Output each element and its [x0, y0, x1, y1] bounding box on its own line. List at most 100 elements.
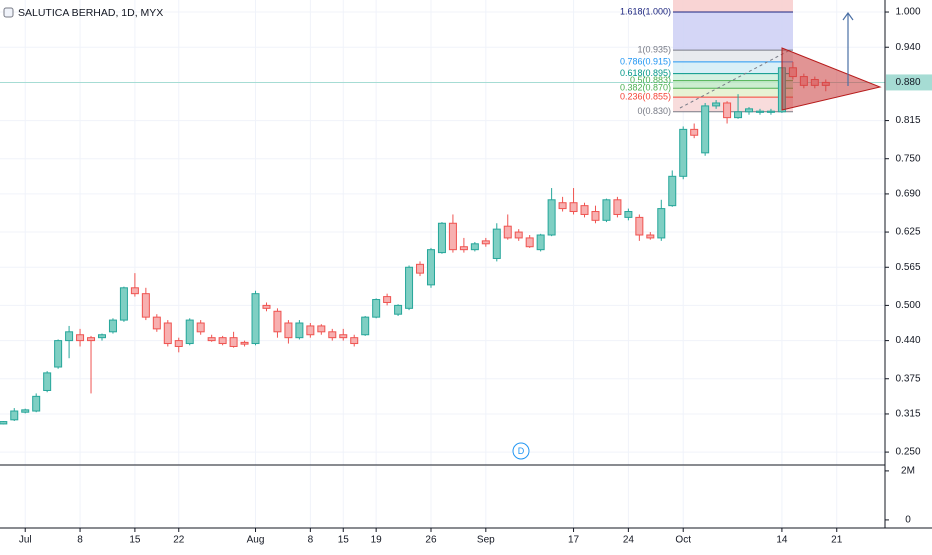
volume-tick-label: 0 [905, 515, 911, 526]
candle-body [679, 128, 688, 177]
x-tick-label: Aug [247, 535, 265, 546]
fib-band [673, 50, 793, 62]
candle-body [32, 395, 41, 412]
candle-body [174, 340, 183, 347]
candle-body [130, 287, 139, 295]
volume-tick-label: 2M [901, 466, 915, 477]
candle-body [426, 249, 435, 286]
y-tick-label: 0.750 [895, 153, 920, 164]
candle-body [525, 237, 534, 248]
candle-body [119, 287, 128, 321]
candle-body [580, 205, 589, 215]
candle-body [766, 110, 775, 113]
candle-body [21, 409, 30, 413]
last-price-label: 0.880 [895, 77, 920, 88]
candle-body [87, 337, 96, 342]
candles [0, 50, 830, 425]
candle-body [251, 293, 260, 345]
candle-body [306, 325, 315, 336]
candle-body [755, 110, 764, 113]
triangle-drawing [781, 47, 882, 111]
fib-level-label: 0.786(0.915) [620, 56, 671, 66]
candle-body [745, 108, 754, 113]
y-tick-label: 1.000 [895, 7, 920, 18]
x-tick-label: 15 [129, 535, 141, 546]
fib-level-label: 1.618(1.000) [620, 6, 671, 16]
fib-level-label: 0.382(0.870) [620, 83, 671, 93]
candle-body [492, 228, 501, 259]
y-tick-label: 0.940 [895, 42, 920, 53]
candle-body [646, 234, 655, 239]
candle-body [76, 334, 85, 342]
candle-body [163, 322, 172, 345]
fib-band [673, 97, 793, 112]
y-tick-label: 0.625 [895, 227, 920, 238]
candle-body [240, 341, 249, 345]
y-tick-label: 0.440 [895, 335, 920, 346]
candle-body [712, 102, 721, 107]
y-tick-label: 0.315 [895, 409, 920, 420]
fib-level-label: 0(0.830) [637, 106, 671, 116]
candle-body [405, 266, 414, 309]
candle-body [723, 102, 732, 119]
y-tick-label: 0.815 [895, 115, 920, 126]
x-tick-label: 14 [776, 535, 788, 546]
candle-body [701, 105, 710, 154]
candle-body [613, 199, 622, 215]
axes: 1.000 0.940 0.815 0.750 0.690 0.625 0.565 0.500… [19, 7, 932, 546]
candle-body [141, 293, 150, 318]
candle-body [65, 331, 74, 342]
candle-body [350, 337, 359, 345]
candle-body [317, 325, 326, 333]
candle-body [734, 111, 743, 119]
candle-body [591, 211, 600, 221]
y-tick-label: 0.375 [895, 373, 920, 384]
fib-level-label: 0.5(0.883) [630, 75, 671, 85]
candle-body [624, 211, 633, 218]
x-tick-label: 19 [371, 535, 383, 546]
y-tick-label: 0.565 [895, 262, 920, 273]
fib-level-label: 0.618(0.895) [620, 68, 671, 78]
candle-body [196, 322, 205, 333]
candle-body [657, 208, 666, 239]
candle-body [54, 340, 63, 368]
candle-body [690, 128, 699, 136]
x-tick-label: 17 [568, 535, 580, 546]
candle-body [284, 322, 293, 339]
y-tick-label: 0.690 [895, 189, 920, 200]
candle-body [295, 322, 304, 339]
candle-body [0, 421, 8, 425]
x-tick-label: Oct [675, 535, 691, 546]
candle-body [218, 337, 227, 345]
arrow-head [842, 11, 854, 21]
y-tick-label: 0.500 [895, 300, 920, 311]
candle-body [273, 310, 282, 333]
candle-body [668, 175, 677, 207]
event-marker[interactable] [512, 442, 530, 460]
last-price-box [886, 74, 932, 91]
y-tick-label: 0.250 [895, 447, 920, 458]
x-tick-label: 26 [425, 535, 437, 546]
x-tick-label: Sep [477, 535, 495, 546]
candle-body [108, 319, 117, 333]
candle-body [339, 334, 348, 339]
candle-body [448, 222, 457, 251]
candle-body [185, 319, 194, 345]
candle-body [416, 263, 425, 274]
candle-body [481, 240, 490, 245]
candle-body [503, 225, 512, 239]
fib-band [673, 88, 793, 98]
fib-band [673, 61, 793, 74]
x-tick-label: 8 [77, 535, 83, 546]
candle-body [558, 202, 567, 210]
x-tick-label: 22 [173, 535, 185, 546]
candle-body [262, 304, 271, 309]
candle-body [207, 337, 216, 342]
candle-body [361, 316, 370, 336]
fib-band [673, 12, 793, 51]
fib-band [673, 80, 793, 89]
candle-body [569, 202, 578, 213]
x-tick-label: Jul [19, 535, 32, 546]
symbol-icon [3, 7, 14, 18]
